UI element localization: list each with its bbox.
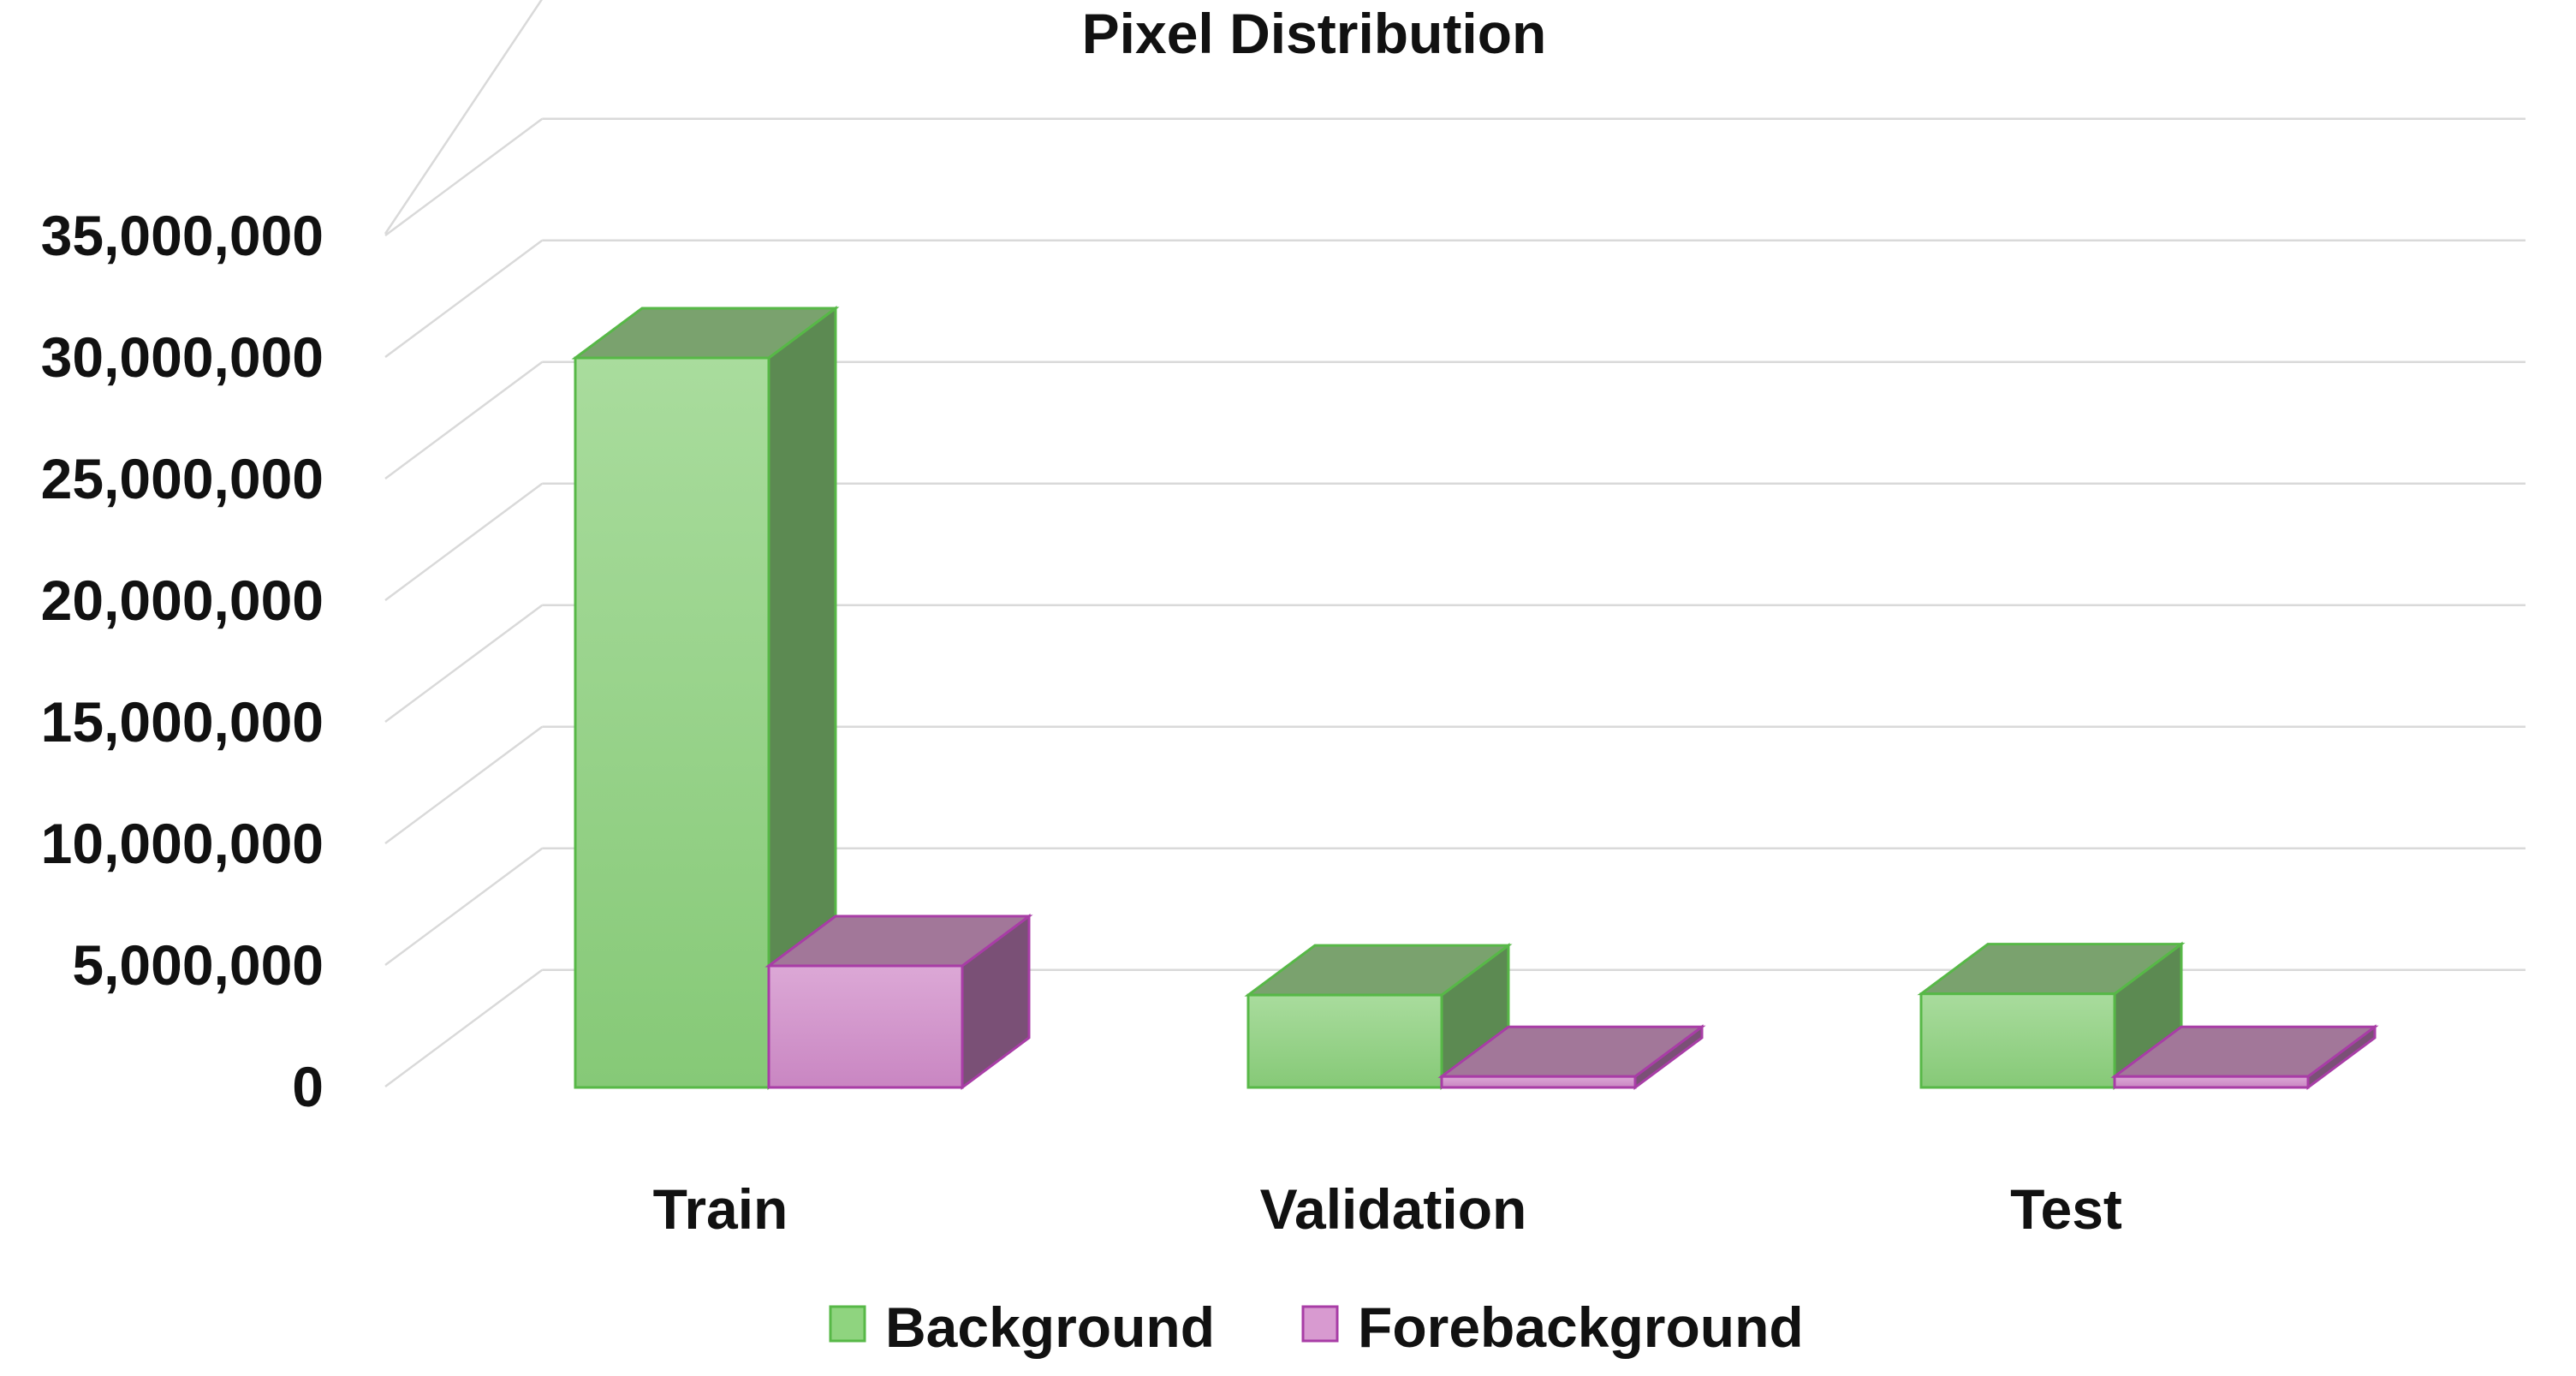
legend: Background Forebackground [829, 1296, 1804, 1359]
bar-forebackground-train [764, 914, 1033, 1090]
gridline-diagonal [384, 604, 544, 724]
bar-forebackground-test [2110, 1024, 2379, 1090]
gridline-diagonal [384, 117, 544, 237]
y-tick-label: 30,000,000 [41, 325, 324, 389]
x-axis-category-labels: Train Validation Test [653, 1177, 2122, 1241]
bar-background-validation [1244, 943, 1513, 1090]
bar-forebackground-validation [1437, 1024, 1706, 1090]
bar-background-train [571, 306, 840, 1090]
legend-label-background: Background [885, 1296, 1215, 1359]
x-tick-label-train: Train [653, 1177, 788, 1241]
legend-label-forebackground: Forebackground [1358, 1296, 1804, 1359]
gridline-diagonal [384, 0, 543, 235]
y-tick-label: 5,000,000 [72, 933, 324, 997]
y-tick-label: 25,000,000 [41, 447, 324, 510]
gridline-diagonal [384, 725, 544, 845]
y-axis-tick-labels: 0 5,000,000 10,000,000 15,000,000 20,000,000… [41, 204, 324, 1118]
y-tick-label: 15,000,000 [41, 690, 324, 754]
y-tick-label: 35,000,000 [41, 204, 324, 267]
bars [571, 306, 2379, 1090]
gridline-diagonal [384, 360, 544, 480]
gridline-diagonal [384, 482, 544, 602]
y-tick-label: 20,000,000 [41, 569, 324, 632]
bar-front-face [767, 964, 964, 1089]
x-tick-label-validation: Validation [1260, 1177, 1527, 1241]
y-tick-label: 10,000,000 [41, 812, 324, 875]
x-tick-label-test: Test [2010, 1177, 2122, 1241]
bar-front-face [574, 356, 770, 1089]
bar-background-test [1917, 941, 2186, 1090]
gridline-diagonal [384, 239, 544, 359]
gridline-diagonal [384, 847, 544, 967]
bar-front-face [2113, 1075, 2310, 1089]
legend-swatch-background [829, 1305, 866, 1343]
y-tick-label: 0 [292, 1055, 324, 1118]
bar-front-face [1919, 992, 2116, 1089]
bar-front-face [1246, 993, 1443, 1089]
legend-swatch-forebackground [1301, 1305, 1339, 1343]
chart-title: Pixel Distribution [1082, 2, 1547, 65]
bar-front-face [1440, 1075, 1637, 1089]
gridline-diagonal [384, 968, 544, 1088]
